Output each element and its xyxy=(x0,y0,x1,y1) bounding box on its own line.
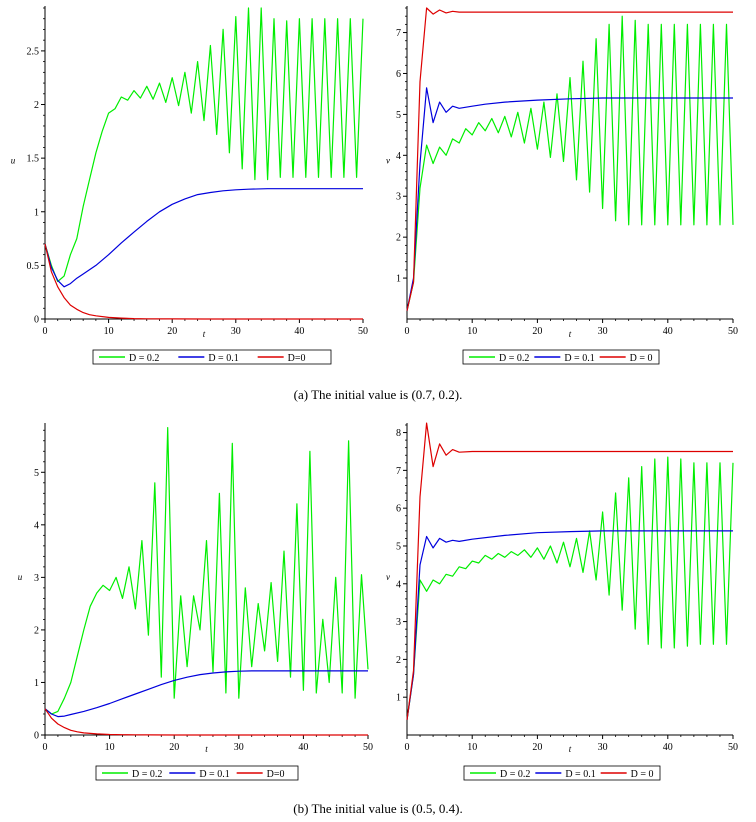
x-tick-label: 10 xyxy=(467,326,477,337)
y-tick-label: 6 xyxy=(396,504,401,515)
chart-b_u: 0 10 20 30 40 50 0 1 2 3 4 5 t u D = 0.2 D = 0.1 D=0 xyxy=(18,423,373,781)
chart-b_v: 0 10 20 30 40 50 1 2 3 4 5 6 7 8 t v D = 0.2 D = 0.1 D = 0 xyxy=(386,422,738,781)
y-tick-label: 1 xyxy=(34,207,39,218)
caption-a: (a) The initial value is (0.7, 0.2). xyxy=(293,387,463,402)
legend-label: D = 0.2 xyxy=(499,353,529,364)
x-tick-label: 50 xyxy=(728,742,738,753)
legend-label: D = 0 xyxy=(630,353,653,364)
x-tick-label: 20 xyxy=(167,326,177,337)
legend-label: D = 0.2 xyxy=(129,353,159,364)
x-tick-label: 30 xyxy=(598,742,608,753)
y-tick-label: 7 xyxy=(396,28,401,39)
legend-label: D=0 xyxy=(288,353,306,364)
legend-label: D = 0.1 xyxy=(199,769,229,780)
x-axis-label: t xyxy=(205,744,208,754)
x-tick-label: 10 xyxy=(467,742,477,753)
y-tick-label: 0.5 xyxy=(27,261,40,272)
legend: D = 0.2 D = 0.1 D=0 xyxy=(92,349,332,365)
series-line-d-0-2 xyxy=(44,427,369,715)
x-axis-label: t xyxy=(569,329,572,339)
legend-label: D = 0.1 xyxy=(208,353,238,364)
y-tick-label: 3 xyxy=(34,573,39,584)
series-line-d-0 xyxy=(44,708,368,736)
y-tick-label: 1 xyxy=(34,678,39,689)
y-tick-label: 6 xyxy=(396,69,401,80)
y-tick-label: 2 xyxy=(396,233,401,244)
series-line-d-0 xyxy=(44,243,363,320)
y-tick-label: 2.5 xyxy=(27,46,40,57)
legend-label: D = 0.2 xyxy=(500,769,530,780)
x-tick-label: 30 xyxy=(598,326,608,337)
legend-box xyxy=(463,765,661,781)
legend-box xyxy=(462,349,660,365)
x-tick-label: 20 xyxy=(532,326,542,337)
x-axis-label: t xyxy=(569,744,572,754)
y-tick-label: 4 xyxy=(34,520,39,531)
legend: D = 0.2 D = 0.1 D = 0 xyxy=(462,349,660,365)
x-tick-label: 0 xyxy=(43,326,48,337)
series-line-d-0-1 xyxy=(406,530,733,720)
y-tick-label: 2 xyxy=(396,655,401,666)
x-tick-label: 10 xyxy=(104,326,114,337)
x-axis-label: t xyxy=(203,329,206,339)
y-tick-label: 4 xyxy=(396,579,401,590)
y-axis-label: v xyxy=(386,156,390,166)
x-tick-label: 20 xyxy=(169,742,179,753)
x-tick-label: 50 xyxy=(358,326,368,337)
x-tick-label: 40 xyxy=(298,742,308,753)
y-tick-label: 7 xyxy=(396,466,401,477)
y-tick-label: 5 xyxy=(396,541,401,552)
legend-label: D = 0.2 xyxy=(132,769,162,780)
chart-a_v: 0 10 20 30 40 50 1 2 3 4 5 6 7 t v D = 0.2 D = 0.1 D = 0 xyxy=(386,6,738,365)
caption-b: (b) The initial value is (0.5, 0.4). xyxy=(293,801,463,816)
y-tick-label: 2 xyxy=(34,100,39,111)
y-tick-label: 2 xyxy=(34,625,39,636)
x-tick-label: 30 xyxy=(231,326,241,337)
legend-box xyxy=(95,765,299,781)
y-tick-label: 1.5 xyxy=(27,154,40,165)
y-axis-label: u xyxy=(11,156,16,166)
y-axis-label: v xyxy=(386,572,390,582)
series-line-d-0 xyxy=(406,422,733,720)
series-line-d-0 xyxy=(406,7,733,311)
series-line-d-0-1 xyxy=(406,87,733,311)
x-tick-label: 0 xyxy=(405,326,410,337)
legend-label: D = 0 xyxy=(631,769,654,780)
y-axis-label: u xyxy=(18,572,23,582)
x-tick-label: 40 xyxy=(294,326,304,337)
series-line-d-0-2 xyxy=(406,456,734,720)
legend-label: D=0 xyxy=(267,769,285,780)
y-tick-label: 3 xyxy=(396,617,401,628)
y-tick-label: 5 xyxy=(34,468,39,479)
y-tick-label: 0 xyxy=(34,731,39,742)
legend: D = 0.2 D = 0.1 D = 0 xyxy=(463,765,661,781)
x-tick-label: 50 xyxy=(363,742,373,753)
x-tick-label: 0 xyxy=(405,742,410,753)
legend-label: D = 0.1 xyxy=(565,769,595,780)
y-tick-label: 8 xyxy=(396,428,401,439)
x-tick-label: 40 xyxy=(663,326,673,337)
x-tick-label: 50 xyxy=(728,326,738,337)
series-line-d-0-1 xyxy=(44,188,363,288)
y-tick-label: 4 xyxy=(396,151,401,162)
x-tick-label: 40 xyxy=(663,742,673,753)
y-tick-label: 0 xyxy=(34,315,39,326)
y-tick-label: 3 xyxy=(396,192,401,203)
legend: D = 0.2 D = 0.1 D=0 xyxy=(95,765,299,781)
series-line-d-0-1 xyxy=(44,670,368,718)
x-tick-label: 30 xyxy=(234,742,244,753)
legend-label: D = 0.1 xyxy=(564,353,594,364)
y-tick-label: 5 xyxy=(396,110,401,121)
series-line-d-0-2 xyxy=(44,7,364,283)
x-tick-label: 0 xyxy=(43,742,48,753)
y-tick-label: 1 xyxy=(396,693,401,704)
series-line-d-0-2 xyxy=(406,15,734,311)
legend-box xyxy=(92,349,332,365)
x-tick-label: 20 xyxy=(532,742,542,753)
x-tick-label: 10 xyxy=(105,742,115,753)
y-tick-label: 1 xyxy=(396,274,401,285)
